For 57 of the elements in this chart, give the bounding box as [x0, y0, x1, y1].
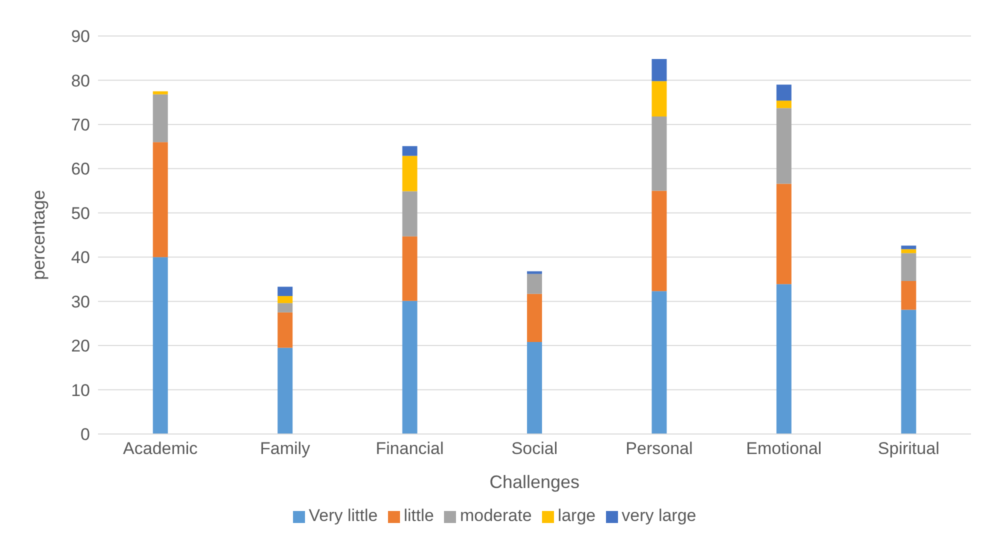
bar: [402, 300, 418, 434]
y-tick-label: 40: [71, 248, 90, 268]
bar: [652, 291, 667, 434]
bar: [527, 271, 542, 274]
y-axis-title: percentage: [28, 190, 48, 280]
y-tick-label: 30: [71, 292, 90, 312]
y-tick-label: 10: [71, 380, 90, 400]
legend-label: very large: [622, 506, 696, 525]
bar: [652, 190, 667, 292]
y-tick-label: 60: [71, 160, 90, 179]
x-tick-label: Financial: [376, 439, 444, 458]
bar: [278, 296, 293, 304]
bar: [901, 310, 916, 434]
bar: [278, 312, 293, 348]
bar: [152, 257, 168, 434]
y-tick-label: 80: [71, 71, 90, 90]
bar: [776, 108, 792, 184]
bar: [278, 286, 293, 296]
bar: [527, 342, 542, 434]
y-tick-label: 90: [71, 27, 90, 46]
x-tick-label: Spiritual: [878, 439, 940, 458]
bar: [527, 294, 542, 342]
y-tick-label: 70: [71, 115, 90, 134]
bar: [402, 156, 418, 192]
legend-label: little: [404, 506, 434, 525]
x-tick-label: Academic: [123, 439, 198, 458]
x-tick-label: Social: [511, 439, 558, 458]
bar: [402, 236, 418, 301]
y-tick-label: 0: [80, 425, 90, 444]
bar: [278, 303, 293, 312]
bar: [901, 246, 916, 250]
bar: [278, 348, 293, 434]
x-tick-label: Emotional: [746, 439, 822, 458]
legend-label: large: [558, 506, 596, 525]
bar: [152, 142, 168, 258]
bar: [402, 146, 418, 156]
bar: [402, 191, 418, 236]
y-tick-label: 20: [71, 336, 90, 356]
bar: [901, 253, 916, 281]
bar: [152, 94, 168, 142]
legend-label: Very little: [308, 506, 378, 525]
bar: [652, 81, 667, 116]
bar: [776, 284, 792, 434]
bar: [527, 274, 542, 294]
bar: [776, 100, 792, 108]
bar: [776, 84, 792, 101]
x-tick-label: Family: [260, 439, 311, 458]
y-tick-label: 50: [71, 204, 90, 223]
legend-label: moderate: [460, 506, 532, 525]
bar: [152, 91, 168, 94]
x-tick-label: Personal: [626, 439, 693, 458]
bar: [652, 58, 667, 82]
bar: [776, 184, 792, 284]
x-axis-title: Challenges: [489, 472, 580, 492]
bar: [901, 249, 916, 254]
bar: [901, 280, 916, 310]
bar: [652, 116, 667, 191]
